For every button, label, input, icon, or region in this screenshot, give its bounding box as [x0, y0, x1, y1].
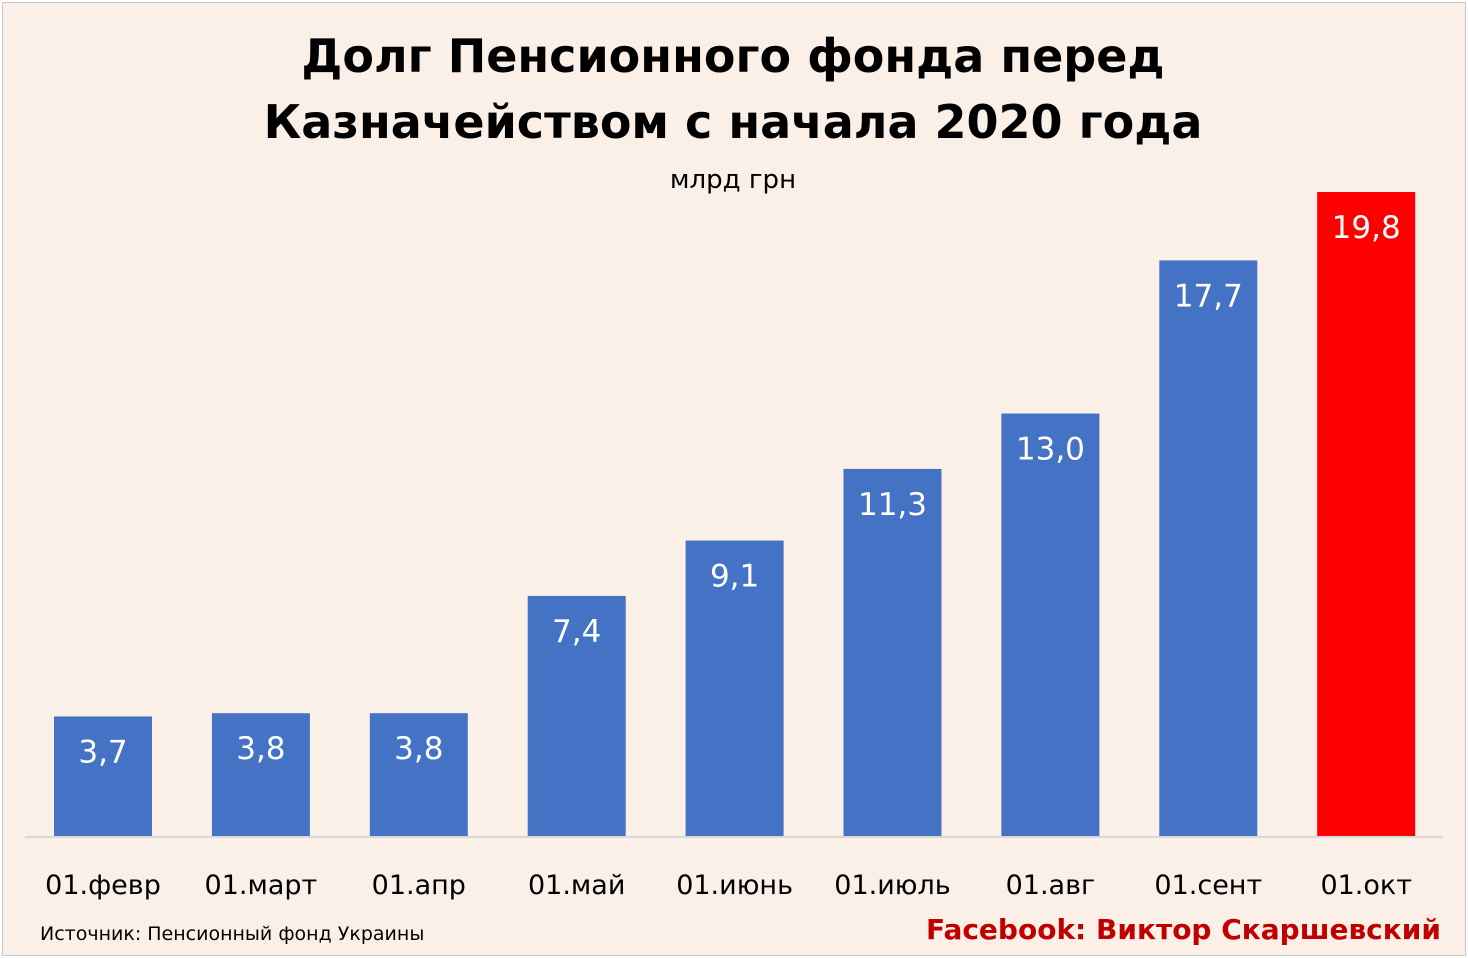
- bar-01.окт: [1317, 192, 1416, 837]
- bar-01.март: [211, 713, 310, 837]
- x-tick-label: 01.май: [528, 870, 625, 901]
- x-tick-label: 01.июль: [834, 870, 950, 901]
- x-tick-label: 01.июнь: [676, 870, 793, 901]
- data-label: 9,1: [710, 559, 759, 595]
- bar-01.авг: [1001, 413, 1100, 837]
- data-label: 7,4: [552, 614, 601, 650]
- source-note: Источник: Пенсионный фонд Украины: [40, 923, 424, 945]
- x-tick-label: 01.окт: [1320, 870, 1412, 901]
- x-tick-label: 01.апр: [372, 870, 466, 901]
- bar-01.май: [527, 595, 626, 837]
- data-label: 3,8: [394, 731, 443, 767]
- data-label: 13,0: [1016, 432, 1085, 468]
- chart-title-line-1: Долг Пенсионного фонда перед: [301, 29, 1164, 83]
- author-credit: Facebook: Виктор Скаршевский: [926, 913, 1441, 946]
- chart-subtitle: млрд грн: [670, 165, 796, 195]
- x-tick-label: 01.сент: [1154, 870, 1262, 901]
- bar-01.сент: [1159, 260, 1258, 838]
- bar-01.июль: [843, 468, 942, 837]
- data-label: 17,7: [1174, 278, 1243, 314]
- x-tick-label: 01.март: [205, 870, 318, 901]
- bar-01.февр: [54, 716, 152, 837]
- bar-01.апр: [369, 713, 468, 837]
- data-label: 11,3: [858, 487, 927, 523]
- chart-title-line-2: Казначейством с начала 2020 года: [264, 95, 1203, 149]
- x-tick-label: 01.февр: [45, 870, 161, 901]
- data-label: 3,7: [78, 734, 127, 770]
- bar-01.июнь: [685, 540, 784, 837]
- x-tick-label: 01.авг: [1006, 870, 1096, 901]
- data-label: 19,8: [1332, 210, 1401, 246]
- data-label: 3,8: [236, 731, 285, 767]
